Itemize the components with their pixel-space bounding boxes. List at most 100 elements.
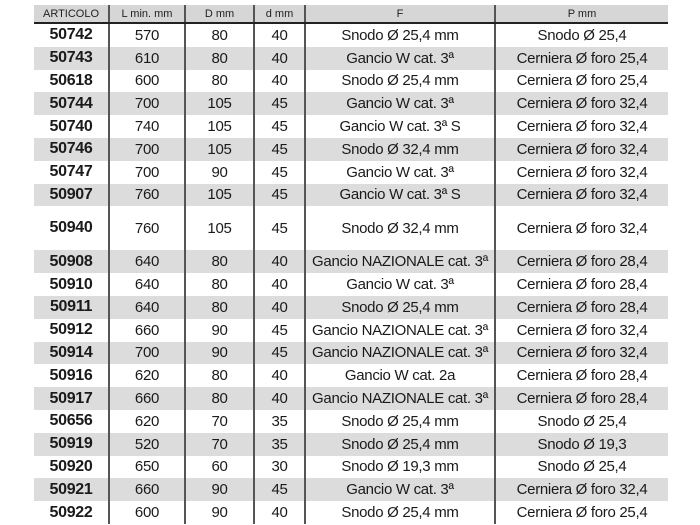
cell-articolo: 50656 xyxy=(49,412,93,430)
table-row: 50922 600 90 40 Snodo Ø 25,4 mm Cerniera Ø fo… xyxy=(34,501,668,524)
cell-d-outer: 90 xyxy=(184,318,254,342)
cell-d-outer: 70 xyxy=(184,409,254,433)
cell-l-min: 640 xyxy=(108,273,185,296)
cell-f: Snodo Ø 25,4 mm xyxy=(304,501,495,524)
cell-d-outer: 70 xyxy=(184,432,254,456)
cell-p: Cerniera Ø foro 32,4 xyxy=(494,478,668,502)
header-f: F xyxy=(304,5,495,24)
header-p: P mm xyxy=(494,5,668,24)
cell-l-min: 740 xyxy=(108,115,185,138)
cell-p: Cerniera Ø foro 25,4 xyxy=(494,46,668,70)
cell-l-min: 700 xyxy=(108,137,185,161)
table-row: 50746 700 105 45 Snodo Ø 32,4 mm Cerniera Ø f… xyxy=(34,137,668,161)
cell-f: Gancio NAZIONALE cat. 3ª xyxy=(304,250,495,274)
cell-d-outer: 90 xyxy=(184,341,254,365)
header-l-min: L min. mm xyxy=(108,5,185,24)
cell-f: Gancio NAZIONALE cat. 3ª xyxy=(304,318,495,342)
cell-d-inner: 45 xyxy=(253,206,305,251)
cell-l-min: 620 xyxy=(108,409,185,433)
table-row: 50742 570 80 40 Snodo Ø 25,4 mm Snodo Ø 25,4 xyxy=(34,23,668,47)
cell-d-outer: 90 xyxy=(184,478,254,502)
table-row: 50744 700 105 45 Gancio W cat. 3ª Cerniera Ø … xyxy=(34,92,668,116)
cell-f: Gancio W cat. 3ª S xyxy=(304,183,495,207)
cell-l-min: 700 xyxy=(108,92,185,116)
cell-l-min: 620 xyxy=(108,364,185,388)
cell-p: Cerniera Ø foro 28,4 xyxy=(494,364,668,388)
cell-articolo: 50917 xyxy=(34,387,109,410)
table-row: 50743 610 80 40 Gancio W cat. 3ª Cerniera Ø f… xyxy=(34,46,668,70)
cell-l-min: 650 xyxy=(108,455,185,479)
cell-f: Gancio W cat. 3ª xyxy=(304,160,495,184)
cell-l-min: 640 xyxy=(108,295,185,319)
cell-articolo: 50940 xyxy=(49,219,93,237)
cell-d-inner: 45 xyxy=(253,478,305,502)
cell-p: Snodo Ø 19,3 xyxy=(494,432,668,456)
cell-articolo: 50740 xyxy=(49,117,93,135)
cell-d-outer: 105 xyxy=(184,206,254,251)
cell-articolo: 50746 xyxy=(34,137,109,161)
cell-l-min: 660 xyxy=(108,318,185,342)
cell-p: Cerniera Ø foro 28,4 xyxy=(494,273,668,296)
cell-articolo: 50618 xyxy=(49,71,93,89)
cell-d-inner: 45 xyxy=(253,341,305,365)
cell-d-outer: 105 xyxy=(184,137,254,161)
table-row: 50908 640 80 40 Gancio NAZIONALE cat. 3ª Cern… xyxy=(34,250,668,274)
cell-p: Cerniera Ø foro 32,4 xyxy=(494,341,668,365)
cell-l-min: 700 xyxy=(108,160,185,184)
table-row: 50911 640 80 40 Snodo Ø 25,4 mm Cerniera Ø fo… xyxy=(34,295,668,319)
cell-l-min: 600 xyxy=(108,69,185,93)
cell-d-outer: 80 xyxy=(184,23,254,47)
cell-f: Gancio W cat. 3ª xyxy=(304,273,495,296)
table-row: 50921 660 90 45 Gancio W cat. 3ª Cerniera Ø f… xyxy=(34,478,668,502)
cell-d-inner: 40 xyxy=(253,387,305,410)
cell-articolo: 50908 xyxy=(34,250,109,274)
cell-articolo: 50907 xyxy=(34,183,109,207)
cell-l-min: 520 xyxy=(108,432,185,456)
cell-articolo: 50916 xyxy=(49,366,93,384)
table-row: 50747 700 90 45 Gancio W cat. 3ª Cerniera Ø f… xyxy=(34,160,668,184)
cell-p: Cerniera Ø foro 32,4 xyxy=(494,183,668,207)
cell-p: Cerniera Ø foro 28,4 xyxy=(494,250,668,274)
cell-f: Gancio W cat. 3ª S xyxy=(304,115,495,138)
table-row: 50916 620 80 40 Gancio W cat. 2a Cerniera Ø f… xyxy=(34,364,668,388)
cell-f: Snodo Ø 25,4 mm xyxy=(304,23,495,47)
cell-f: Snodo Ø 25,4 mm xyxy=(304,432,495,456)
cell-l-min: 660 xyxy=(108,387,185,410)
cell-d-inner: 40 xyxy=(253,69,305,93)
cell-f: Snodo Ø 32,4 mm xyxy=(304,206,495,251)
table-row: 50618 600 80 40 Snodo Ø 25,4 mm Cerniera Ø fo… xyxy=(34,69,668,93)
cell-l-min: 570 xyxy=(108,23,185,47)
cell-f: Snodo Ø 25,4 mm xyxy=(304,69,495,93)
table-row: 50912 660 90 45 Gancio NAZIONALE cat. 3ª Cern… xyxy=(34,318,668,342)
cell-p: Cerniera Ø foro 32,4 xyxy=(494,160,668,184)
cell-d-inner: 40 xyxy=(253,501,305,524)
cell-articolo: 50922 xyxy=(49,503,93,521)
cell-f: Gancio W cat. 2a xyxy=(304,364,495,388)
cell-d-inner: 45 xyxy=(253,137,305,161)
cell-l-min: 700 xyxy=(108,341,185,365)
product-table: ARTICOLO L min. mm D mm d mm F P mm 50742 570 8… xyxy=(34,5,668,524)
cell-d-outer: 90 xyxy=(184,160,254,184)
cell-d-inner: 40 xyxy=(253,364,305,388)
cell-d-outer: 80 xyxy=(184,295,254,319)
cell-d-outer: 90 xyxy=(184,501,254,524)
cell-articolo: 50910 xyxy=(49,275,93,293)
cell-articolo: 50919 xyxy=(34,432,109,456)
cell-p: Cerniera Ø foro 32,4 xyxy=(494,115,668,138)
cell-f: Gancio W cat. 3ª xyxy=(304,478,495,502)
cell-articolo: 50921 xyxy=(34,478,109,502)
cell-f: Gancio W cat. 3ª xyxy=(304,92,495,116)
cell-articolo: 50747 xyxy=(49,163,93,181)
cell-d-inner: 45 xyxy=(253,92,305,116)
cell-d-inner: 35 xyxy=(253,409,305,433)
cell-d-outer: 80 xyxy=(184,273,254,296)
cell-l-min: 610 xyxy=(108,46,185,70)
cell-d-outer: 60 xyxy=(184,455,254,479)
table-row: 50910 640 80 40 Gancio W cat. 3ª Cerniera Ø f… xyxy=(34,273,668,296)
cell-f: Snodo Ø 25,4 mm xyxy=(304,295,495,319)
cell-d-inner: 40 xyxy=(253,295,305,319)
cell-articolo: 50914 xyxy=(34,341,109,365)
cell-l-min: 640 xyxy=(108,250,185,274)
table-row: 50919 520 70 35 Snodo Ø 25,4 mm Snodo Ø 19,3 xyxy=(34,432,668,456)
cell-d-inner: 40 xyxy=(253,273,305,296)
